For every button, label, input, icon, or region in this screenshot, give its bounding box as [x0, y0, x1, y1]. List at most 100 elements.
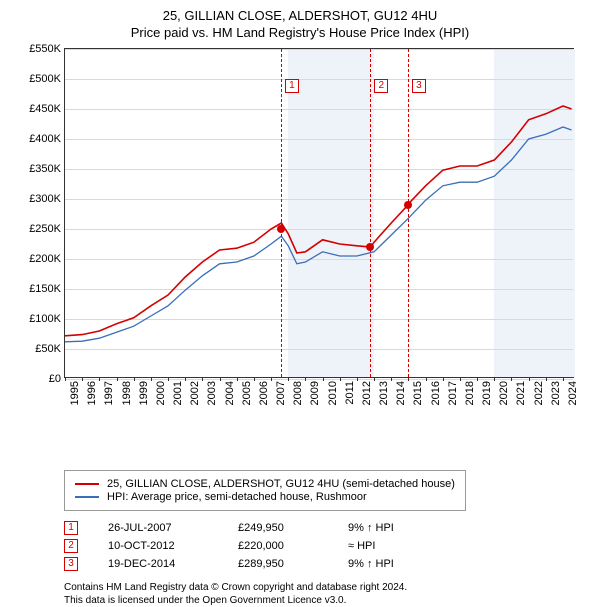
x-tick	[323, 377, 324, 381]
x-tick	[271, 377, 272, 381]
transaction-marker: 3	[412, 79, 426, 93]
x-tick-label: 2017	[447, 381, 459, 405]
x-tick-label: 2001	[172, 381, 184, 405]
x-tick	[374, 377, 375, 381]
subtitle: Price paid vs. HM Land Registry's House …	[14, 25, 586, 40]
chart-container: 25, GILLIAN CLOSE, ALDERSHOT, GU12 4HU P…	[0, 0, 600, 590]
legend-swatch-1	[75, 496, 99, 498]
x-tick	[477, 377, 478, 381]
x-tick	[220, 377, 221, 381]
x-tick-label: 2010	[327, 381, 339, 405]
x-tick-label: 2005	[241, 381, 253, 405]
x-tick	[529, 377, 530, 381]
tx-marker-icon: 3	[64, 557, 78, 571]
x-tick-label: 2002	[189, 381, 201, 405]
x-tick-label: 1996	[86, 381, 98, 405]
legend: 25, GILLIAN CLOSE, ALDERSHOT, GU12 4HU (…	[64, 470, 466, 511]
legend-swatch-0	[75, 483, 99, 485]
x-tick	[151, 377, 152, 381]
tx-price: £249,950	[238, 522, 318, 534]
x-tick	[82, 377, 83, 381]
tx-date: 19-DEC-2014	[108, 558, 208, 570]
series-line-0	[65, 106, 572, 336]
x-tick-label: 2020	[498, 381, 510, 405]
transaction-marker: 2	[374, 79, 388, 93]
x-tick	[99, 377, 100, 381]
x-tick	[237, 377, 238, 381]
y-tick-label: £500K	[29, 73, 61, 85]
x-tick-label: 2007	[275, 381, 287, 405]
y-tick-label: £100K	[29, 313, 61, 325]
x-tick-label: 2004	[224, 381, 236, 405]
chart-area: £0£50K£100K£150K£200K£250K£300K£350K£400…	[14, 48, 586, 428]
plot-box: £0£50K£100K£150K£200K£250K£300K£350K£400…	[64, 48, 574, 378]
transaction-row: 126-JUL-2007£249,9509% ↑ HPI	[64, 521, 586, 535]
series-lines	[65, 49, 573, 377]
x-tick	[546, 377, 547, 381]
tx-marker-icon: 2	[64, 539, 78, 553]
tx-price: £220,000	[238, 540, 318, 552]
x-tick	[65, 377, 66, 381]
tx-delta: 9% ↑ HPI	[348, 522, 394, 534]
transaction-vline	[370, 49, 371, 377]
y-tick-label: £250K	[29, 223, 61, 235]
x-tick-label: 2018	[464, 381, 476, 405]
x-tick-label: 1998	[121, 381, 133, 405]
x-tick	[460, 377, 461, 381]
x-tick-label: 1999	[138, 381, 150, 405]
x-tick-label: 2008	[292, 381, 304, 405]
x-tick-label: 2024	[567, 381, 579, 405]
x-tick-label: 1997	[103, 381, 115, 405]
transactions-table: 126-JUL-2007£249,9509% ↑ HPI210-OCT-2012…	[64, 521, 586, 571]
x-tick-label: 2022	[533, 381, 545, 405]
x-tick	[511, 377, 512, 381]
x-tick-label: 2014	[395, 381, 407, 405]
x-tick	[391, 377, 392, 381]
footer-line-2: This data is licensed under the Open Gov…	[64, 594, 586, 607]
gridline	[65, 379, 573, 380]
transaction-vline	[408, 49, 409, 377]
y-tick-label: £550K	[29, 43, 61, 55]
transaction-marker: 1	[285, 79, 299, 93]
y-tick-label: £300K	[29, 193, 61, 205]
x-tick-label: 2021	[515, 381, 527, 405]
tx-price: £289,950	[238, 558, 318, 570]
y-tick-label: £450K	[29, 103, 61, 115]
x-tick	[202, 377, 203, 381]
x-tick-label: 2003	[206, 381, 218, 405]
y-tick-label: £50K	[35, 343, 61, 355]
x-tick-label: 2000	[155, 381, 167, 405]
x-tick	[134, 377, 135, 381]
x-tick	[408, 377, 409, 381]
footer: Contains HM Land Registry data © Crown c…	[64, 581, 586, 607]
transaction-vline	[281, 49, 282, 377]
x-tick-label: 2012	[361, 381, 373, 405]
x-tick	[168, 377, 169, 381]
transaction-point	[277, 225, 285, 233]
legend-label-1: HPI: Average price, semi-detached house,…	[107, 491, 367, 503]
y-tick-label: £150K	[29, 283, 61, 295]
tx-date: 26-JUL-2007	[108, 522, 208, 534]
x-tick	[305, 377, 306, 381]
x-tick	[117, 377, 118, 381]
x-tick	[494, 377, 495, 381]
x-tick-label: 2006	[258, 381, 270, 405]
tx-delta: 9% ↑ HPI	[348, 558, 394, 570]
transaction-row: 3 19-DEC-2014 £289,950 9% ↑ HPI	[64, 557, 586, 571]
footer-line-1: Contains HM Land Registry data © Crown c…	[64, 581, 586, 594]
x-tick-label: 1995	[69, 381, 81, 405]
legend-row-0: 25, GILLIAN CLOSE, ALDERSHOT, GU12 4HU (…	[75, 478, 455, 490]
x-tick-label: 2011	[344, 381, 356, 405]
x-tick	[288, 377, 289, 381]
transaction-row: 2 10-OCT-2012 £220,000 ≈ HPI	[64, 539, 586, 553]
y-tick-label: £400K	[29, 133, 61, 145]
x-tick-label: 2013	[378, 381, 390, 405]
x-tick	[443, 377, 444, 381]
x-tick	[357, 377, 358, 381]
transaction-point	[366, 243, 374, 251]
tx-date: 10-OCT-2012	[108, 540, 208, 552]
tx-delta: ≈ HPI	[348, 540, 375, 552]
x-tick	[254, 377, 255, 381]
x-tick	[185, 377, 186, 381]
x-tick-label: 2019	[481, 381, 493, 405]
